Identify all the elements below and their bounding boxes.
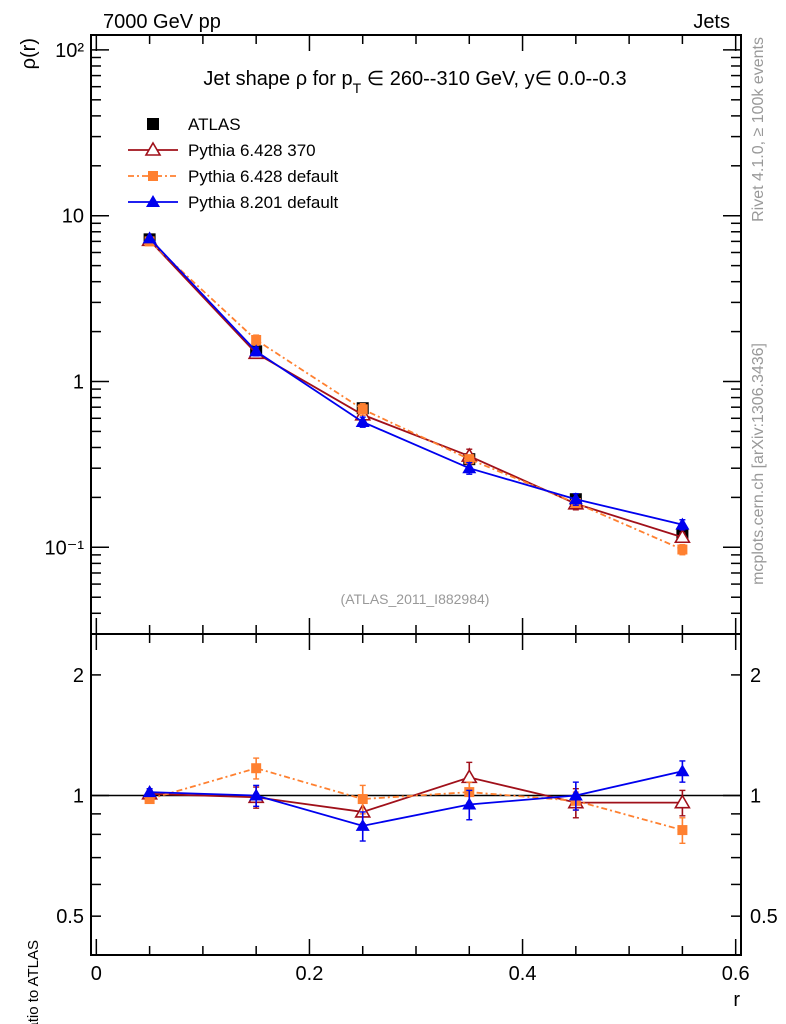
data-point-pdefault (677, 544, 688, 555)
legend-marker-p370 (144, 141, 162, 156)
x-tick-label: 0.6 (722, 963, 750, 985)
y-tick-label: 1 (73, 372, 84, 394)
x-tick-label: 0.2 (296, 963, 324, 985)
legend-label-p8: Pythia 8.201 default (188, 193, 339, 212)
mcplots-label: mcplots.cern.ch [arXiv:1306.3436] (750, 343, 767, 585)
series-line-pdefault (148, 240, 683, 551)
data-point-pdefault (357, 794, 368, 805)
rivet-label: Rivet 4.1.0, ≥ 100k events (750, 37, 767, 222)
data-point-pdefault (144, 794, 155, 805)
main-panel: 10² 10 1 10⁻¹ (45, 34, 742, 635)
series-line-pdefault (149, 767, 683, 831)
data-point-p8 (355, 414, 370, 427)
data-point-p8 (462, 461, 477, 474)
data-point-pdefault (357, 404, 368, 415)
y-axis-label: ρ(r) (18, 38, 40, 69)
data-point-p8 (142, 231, 157, 244)
x-tick-label: 0 (91, 963, 102, 985)
y-tick-label: 10² (55, 40, 84, 62)
analysis-id: (ATLAS_2011_I882984) (341, 591, 490, 607)
data-point-p8 (249, 344, 264, 357)
data-point-p370 (674, 528, 691, 544)
ratio-y-label: Ratio to ATLAS (25, 940, 42, 1024)
title-sub: T (353, 80, 362, 96)
series-line-p8 (148, 237, 683, 526)
data-point-p8 (249, 788, 264, 801)
legend-label-pdefault: Pythia 6.428 default (188, 167, 339, 186)
ratio-y-tick-label-left: 2 (73, 665, 84, 687)
data-point-pdefault (251, 763, 262, 774)
ratio-y-tick-label-left: 0.5 (56, 906, 84, 928)
data-point-p8 (675, 764, 690, 777)
legend-marker-ATLAS (147, 118, 159, 130)
y-tick-label: 10⁻¹ (45, 537, 85, 559)
data-point-pdefault (251, 334, 262, 345)
legend-marker-pdefault (148, 171, 158, 181)
data-point-p370 (674, 794, 691, 809)
data-point-p8 (568, 788, 583, 801)
legend-label-ATLAS: ATLAS (188, 115, 241, 134)
x-tick-label: 0.4 (509, 963, 537, 985)
ratio-y-tick-label-left: 1 (73, 786, 84, 808)
data-point-pdefault (464, 454, 475, 465)
x-axis-label: r (733, 989, 740, 1011)
main-title: Jet shape ρ for pT ∈ 260--310 GeV, y∈ 0.… (203, 68, 626, 96)
data-point-p8 (675, 517, 690, 530)
data-point-p8 (568, 492, 583, 505)
series-line-p370 (149, 776, 683, 813)
ratio-panel: 2 2 1 1 0.5 0.5 0 0.2 0.4 0.6 (56, 633, 778, 985)
ratio-y-tick-label-right: 0.5 (750, 906, 778, 928)
title-part-a: Jet shape ρ for p (203, 68, 352, 90)
legend: ATLAS Pythia 6.428 370 Pythia 6.428 defaul… (128, 115, 339, 212)
ratio-y-tick-label-right: 2 (750, 665, 761, 687)
ratio-y-tick-label-right: 1 (750, 786, 761, 808)
data-point-p8 (142, 785, 157, 798)
legend-marker-p8 (146, 195, 160, 207)
title-part-b: ∈ 260--310 GeV, y∈ 0.0--0.3 (361, 68, 626, 90)
series-line-p8 (149, 770, 683, 827)
data-point-p8 (355, 818, 370, 831)
series-line-p370 (148, 239, 683, 539)
data-point-pdefault (677, 825, 688, 836)
header-left: 7000 GeV pp (103, 11, 221, 33)
data-point-p370 (460, 768, 478, 784)
header-right: Jets (693, 11, 730, 33)
data-point-p8 (462, 797, 477, 810)
y-tick-label: 10 (62, 206, 84, 228)
legend-label-p370: Pythia 6.428 370 (188, 141, 316, 160)
